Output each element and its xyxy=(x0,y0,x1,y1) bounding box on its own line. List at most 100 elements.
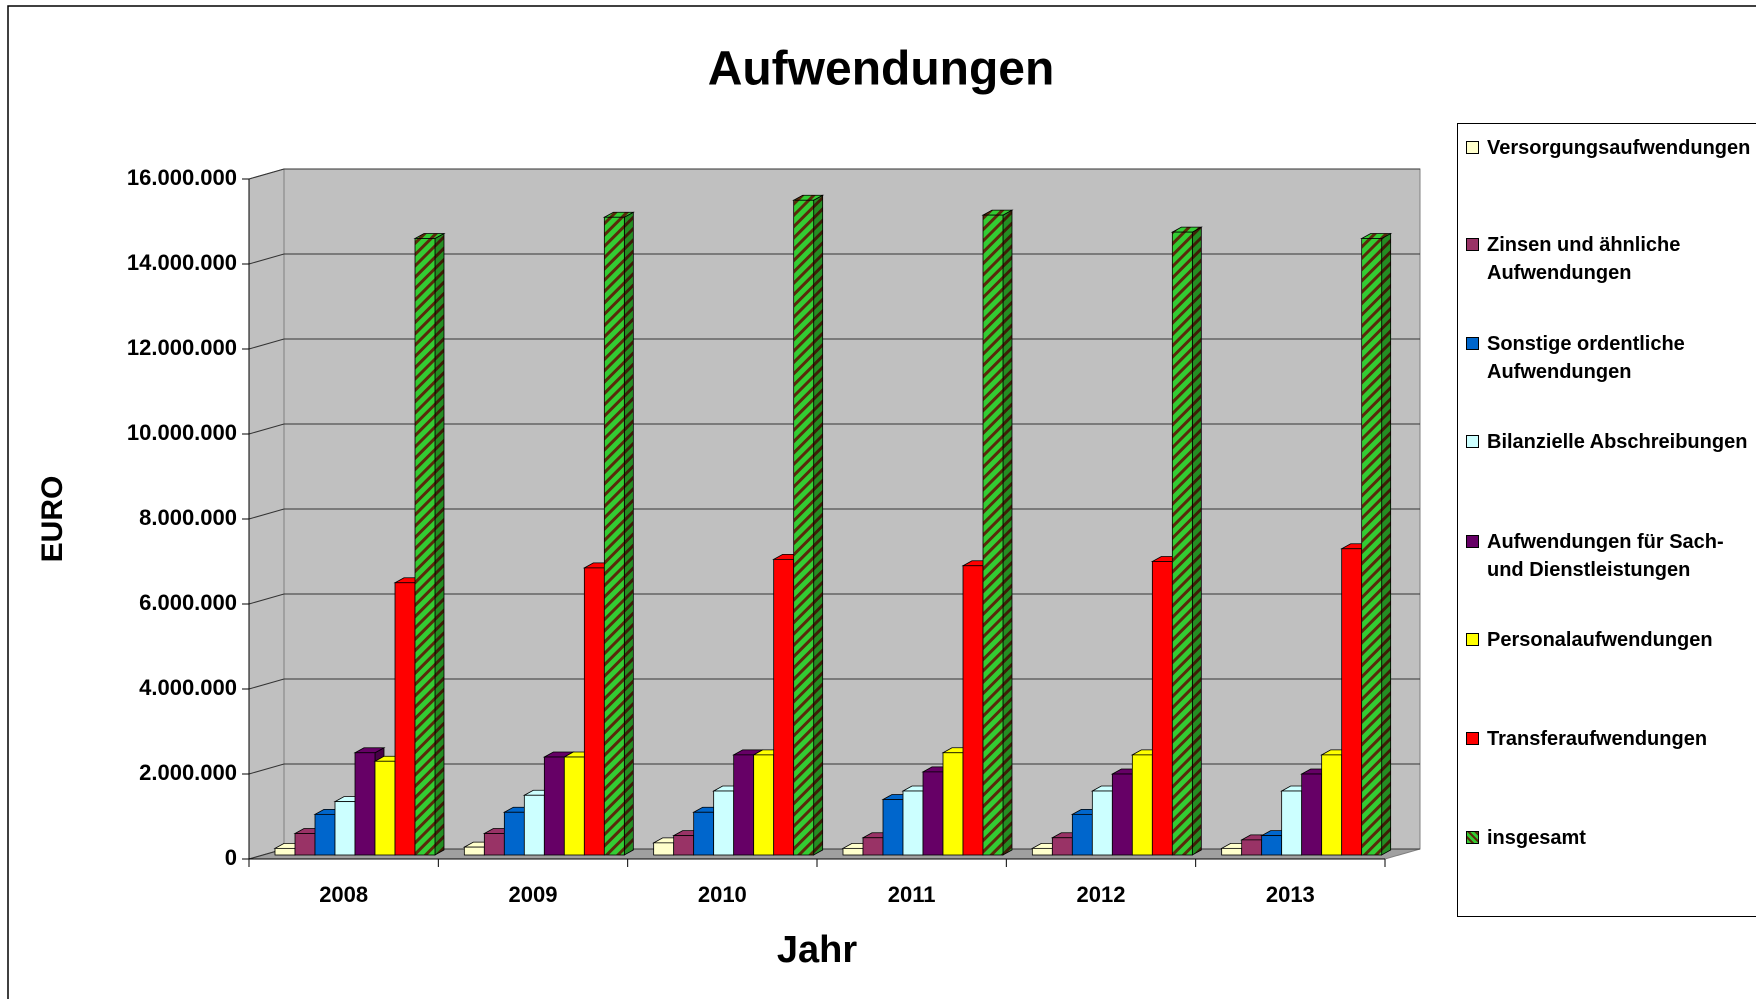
bar xyxy=(1091,790,1113,856)
bar xyxy=(862,837,884,856)
legend-item: Aufwendungen für Sach- und Dienstleistun… xyxy=(1466,528,1751,584)
legend-item: insgesamt xyxy=(1466,824,1751,852)
x-tick-label: 2013 xyxy=(1266,882,1315,907)
bar-side-shade xyxy=(624,212,634,855)
grid-line xyxy=(248,338,1420,350)
bar xyxy=(882,799,904,856)
bar-side-shade xyxy=(1381,233,1391,855)
grid-line xyxy=(248,423,1420,435)
legend-swatch xyxy=(1466,831,1479,844)
bar xyxy=(842,847,864,856)
bar xyxy=(653,842,675,856)
legend-swatch xyxy=(1466,535,1479,548)
bar xyxy=(1131,754,1153,856)
bar xyxy=(693,811,715,856)
bar xyxy=(274,847,296,856)
bar xyxy=(563,756,585,856)
bar xyxy=(1151,561,1173,856)
bar-side-shade xyxy=(1192,227,1202,855)
bar xyxy=(603,216,625,856)
legend-swatch xyxy=(1466,238,1479,251)
x-tick-label: 2011 xyxy=(888,882,936,907)
legend-swatch xyxy=(1466,732,1479,745)
legend-label: Personalaufwendungen xyxy=(1487,629,1713,651)
bar xyxy=(583,567,605,856)
bar xyxy=(1171,231,1193,856)
legend-swatch xyxy=(1466,633,1479,646)
grid-line xyxy=(248,508,1420,520)
x-tick-label: 2012 xyxy=(1077,882,1126,907)
bar xyxy=(314,813,336,856)
bar xyxy=(414,238,436,856)
bar xyxy=(1221,847,1243,856)
grid-line xyxy=(248,763,1420,775)
legend: Versorgungsaufwendungen Zinsen und ähnlic… xyxy=(1457,123,1756,917)
bar xyxy=(334,801,356,856)
bar-side-shade xyxy=(1003,210,1012,855)
grid-line xyxy=(248,168,1420,180)
bar xyxy=(1241,839,1263,856)
y-tick-label: 14.000.000 xyxy=(127,250,237,275)
legend-item: Sonstige ordentliche Aufwendungen xyxy=(1466,330,1751,386)
bar xyxy=(1281,790,1303,856)
bar xyxy=(793,199,815,856)
x-tick-label: 2008 xyxy=(319,882,368,907)
bar xyxy=(394,582,416,856)
bar xyxy=(1361,238,1383,856)
bar xyxy=(1301,773,1323,856)
bar xyxy=(354,752,376,856)
y-tick-label: 16.000.000 xyxy=(127,165,237,190)
bar xyxy=(1051,837,1073,856)
legend-label: Sonstige ordentliche Aufwendungen xyxy=(1487,333,1685,383)
legend-label: Aufwendungen für Sach- und Dienstleistun… xyxy=(1487,531,1724,581)
bar xyxy=(294,833,316,856)
legend-label: Transferaufwendungen xyxy=(1487,728,1708,750)
legend-swatch xyxy=(1466,435,1479,448)
y-tick-label: 8.000.000 xyxy=(139,505,237,530)
y-tick-label: 6.000.000 xyxy=(139,590,237,615)
bar xyxy=(902,790,924,856)
bar xyxy=(773,558,795,856)
legend-label: Zinsen und ähnliche Aufwendungen xyxy=(1487,234,1681,284)
y-tick-label: 10.000.000 xyxy=(127,420,237,445)
bar xyxy=(982,214,1004,856)
x-tick-label: 2009 xyxy=(509,882,558,907)
bar xyxy=(1031,847,1053,856)
bar xyxy=(673,835,695,856)
bar xyxy=(713,790,735,856)
bar xyxy=(753,754,775,856)
bar xyxy=(1341,548,1363,856)
x-tick-label: 2010 xyxy=(698,882,747,907)
bar xyxy=(483,833,505,856)
bar-side-shade xyxy=(435,233,444,855)
bar xyxy=(523,794,545,856)
bar xyxy=(1071,813,1093,856)
bar xyxy=(1111,773,1133,856)
chart-border xyxy=(7,5,1756,999)
grid-line xyxy=(248,593,1420,605)
bar xyxy=(922,771,944,856)
bar xyxy=(1321,754,1343,856)
y-tick-label: 2.000.000 xyxy=(139,760,237,785)
bar xyxy=(374,760,396,856)
legend-swatch xyxy=(1466,141,1479,154)
legend-swatch xyxy=(1466,337,1479,350)
x-axis-title: Jahr xyxy=(777,929,857,971)
bar xyxy=(1261,835,1283,856)
legend-item: Bilanzielle Abschreibungen xyxy=(1466,428,1751,456)
legend-item: Zinsen und ähnliche Aufwendungen xyxy=(1466,231,1751,287)
y-tick-label: 4.000.000 xyxy=(139,675,237,700)
y-tick-label: 12.000.000 xyxy=(127,335,237,360)
bar xyxy=(463,846,485,856)
legend-label: Versorgungsaufwendungen xyxy=(1487,137,1751,159)
grid-line xyxy=(248,678,1420,690)
legend-item: Personalaufwendungen xyxy=(1466,626,1751,654)
grid-line xyxy=(248,253,1420,265)
bar xyxy=(733,754,755,856)
legend-item: Transferaufwendungen xyxy=(1466,725,1751,753)
bar xyxy=(543,756,565,856)
legend-label: insgesamt xyxy=(1487,827,1586,849)
y-axis-title: EURO xyxy=(36,476,69,563)
